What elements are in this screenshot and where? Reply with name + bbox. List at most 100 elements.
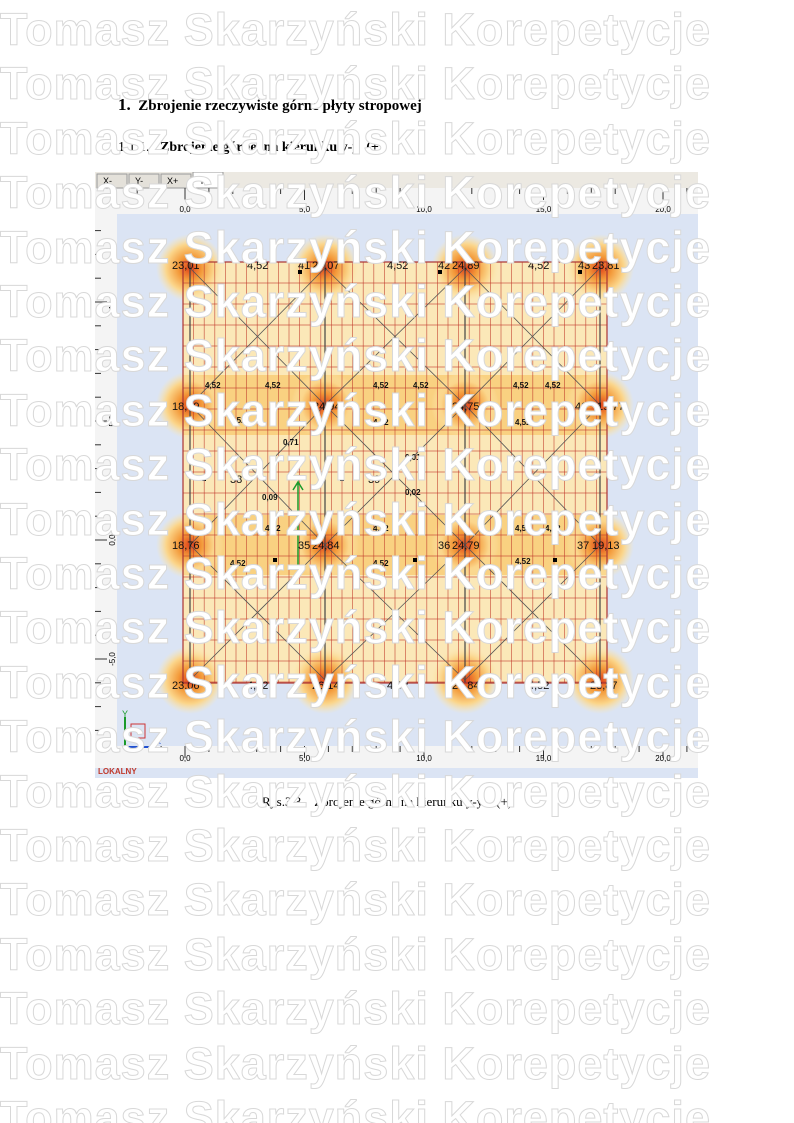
diag [324, 267, 466, 406]
axis-box [130, 723, 146, 739]
value-label: 0,09 [262, 493, 278, 502]
value-label: 24,94 [313, 401, 341, 413]
watermark: Tomasz Skarzyński Korepetycje [0, 983, 711, 1035]
value-label: 4,52 [230, 559, 246, 568]
value-label: 24,84 [312, 540, 340, 552]
figure: 23,01 4,52 41 20,07 4,52 42 24,89 4,52 43 23,81 18… [95, 172, 698, 778]
value-label: 4,52 [247, 260, 268, 272]
value-label: 20,07 [312, 260, 340, 272]
value-label: 19,13 [592, 540, 620, 552]
value-label: 24,84 [452, 680, 480, 692]
bottom-ruler [95, 746, 698, 768]
value-label: 24,79 [452, 540, 480, 552]
arrow [292, 479, 304, 567]
ruler-label: 10,0 [416, 205, 432, 214]
value-label: 4,52 [230, 416, 246, 425]
value-label: 4,52 [515, 418, 531, 427]
caption: Rys.3.3. Zbrojenie górne na kierunku y-y… [262, 794, 513, 809]
subheading-number: 1.1.1. [118, 140, 150, 155]
value-label: 35 [298, 540, 310, 552]
ruler-label: 5,0 [299, 754, 311, 763]
tab [96, 173, 128, 189]
watermark: Tomasz Skarzyński Korepetycje [0, 928, 711, 980]
ruler-label: 0,0 [108, 534, 117, 546]
value-label: 4,52 [373, 418, 389, 427]
value-label: 4,52 [265, 381, 281, 390]
value-label: 4,52 [205, 381, 221, 390]
watermark: Tomasz Skarzyński Korepetycje [0, 1037, 711, 1089]
watermark: Tomasz Skarzyński Korepetycje [0, 874, 711, 926]
heading-text: Zbrojenie rzeczywiste górne płyty stropo… [138, 98, 422, 114]
node [413, 558, 417, 562]
tab-label: Y+ [199, 176, 210, 186]
ruler-label: 15,0 [536, 205, 552, 214]
diag [324, 544, 466, 681]
ruler-label: 20,0 [655, 754, 671, 763]
value-label: 23,06 [172, 680, 200, 692]
subheading-text: Zbrojenie górne na kierunku y-y (+) [160, 140, 384, 155]
value-label: 4,52 [265, 524, 281, 533]
value-label: 24,89 [452, 260, 480, 272]
node [273, 558, 277, 562]
value-label: 26,14 [312, 680, 340, 692]
ruler-label: 5,0 [299, 205, 311, 214]
diag [189, 544, 326, 681]
subheading: 1.1.1. Zbrojenie górne na kierunku y-y (… [118, 140, 384, 156]
tab-bar [95, 172, 698, 188]
value-label: 0,02 [405, 488, 421, 497]
ruler-label: 20,0 [655, 205, 671, 214]
value-label: 4,52 [545, 524, 561, 533]
diag [189, 267, 326, 406]
tab [160, 173, 192, 189]
value-label: 23,81 [592, 260, 620, 272]
value-label: 18,76 [172, 540, 200, 552]
value-label: 4,52 [513, 381, 529, 390]
diag [464, 404, 601, 546]
node [438, 270, 442, 274]
value-label: 42 [438, 260, 450, 272]
value-label: 4,52 [545, 381, 561, 390]
value-label: 39 [368, 474, 380, 486]
ruler-label: 0,0 [179, 754, 191, 763]
value-label: 18,79 [172, 401, 200, 413]
ruler-label: 15,0 [536, 754, 552, 763]
value-label: 4,52 [515, 524, 531, 533]
value-label: 4,52 [528, 260, 549, 272]
watermark: Tomasz Skarzyński Korepetycje [0, 4, 711, 56]
left-ruler [95, 214, 117, 754]
mode-label: LOKALNY [98, 767, 137, 776]
node [578, 270, 582, 274]
tab-label: X- [103, 176, 112, 186]
value-label: 4,52 [515, 557, 531, 566]
value-label: 38 [230, 474, 242, 486]
value-label: 37 [577, 540, 589, 552]
ruler-label: 5,0 [108, 415, 117, 427]
value-label: 23,01 [172, 260, 200, 272]
watermark: Tomasz Skarzyński Korepetycje [0, 112, 711, 164]
value-label: 4,52 [387, 680, 408, 692]
axis-y-label: Y [122, 709, 128, 719]
value-label: 4,52 [413, 381, 429, 390]
value-label: 4,52 [373, 559, 389, 568]
watermark: Tomasz Skarzyński Korepetycje [0, 1092, 711, 1123]
ruler-label: 10,0 [108, 294, 117, 310]
tab-label: X+ [167, 176, 178, 186]
value-label: 36 [438, 540, 450, 552]
heading: 1. Zbrojenie rzeczywiste górne płyty str… [118, 95, 422, 115]
heading-number: 1. [118, 95, 131, 114]
value-label: 23,87 [590, 680, 618, 692]
tab [192, 172, 224, 189]
diag [464, 544, 601, 681]
value-label: 0,71 [283, 438, 299, 447]
value-label: 0,01 [405, 453, 421, 462]
value-label: 43 [578, 260, 590, 272]
axis-x-label: X [155, 736, 161, 746]
value-label: 4,52 [373, 524, 389, 533]
node [553, 416, 557, 420]
node [553, 558, 557, 562]
plate-edge [182, 261, 608, 684]
node [298, 270, 302, 274]
tab [128, 173, 160, 189]
value-label: 24,75 [452, 401, 480, 413]
